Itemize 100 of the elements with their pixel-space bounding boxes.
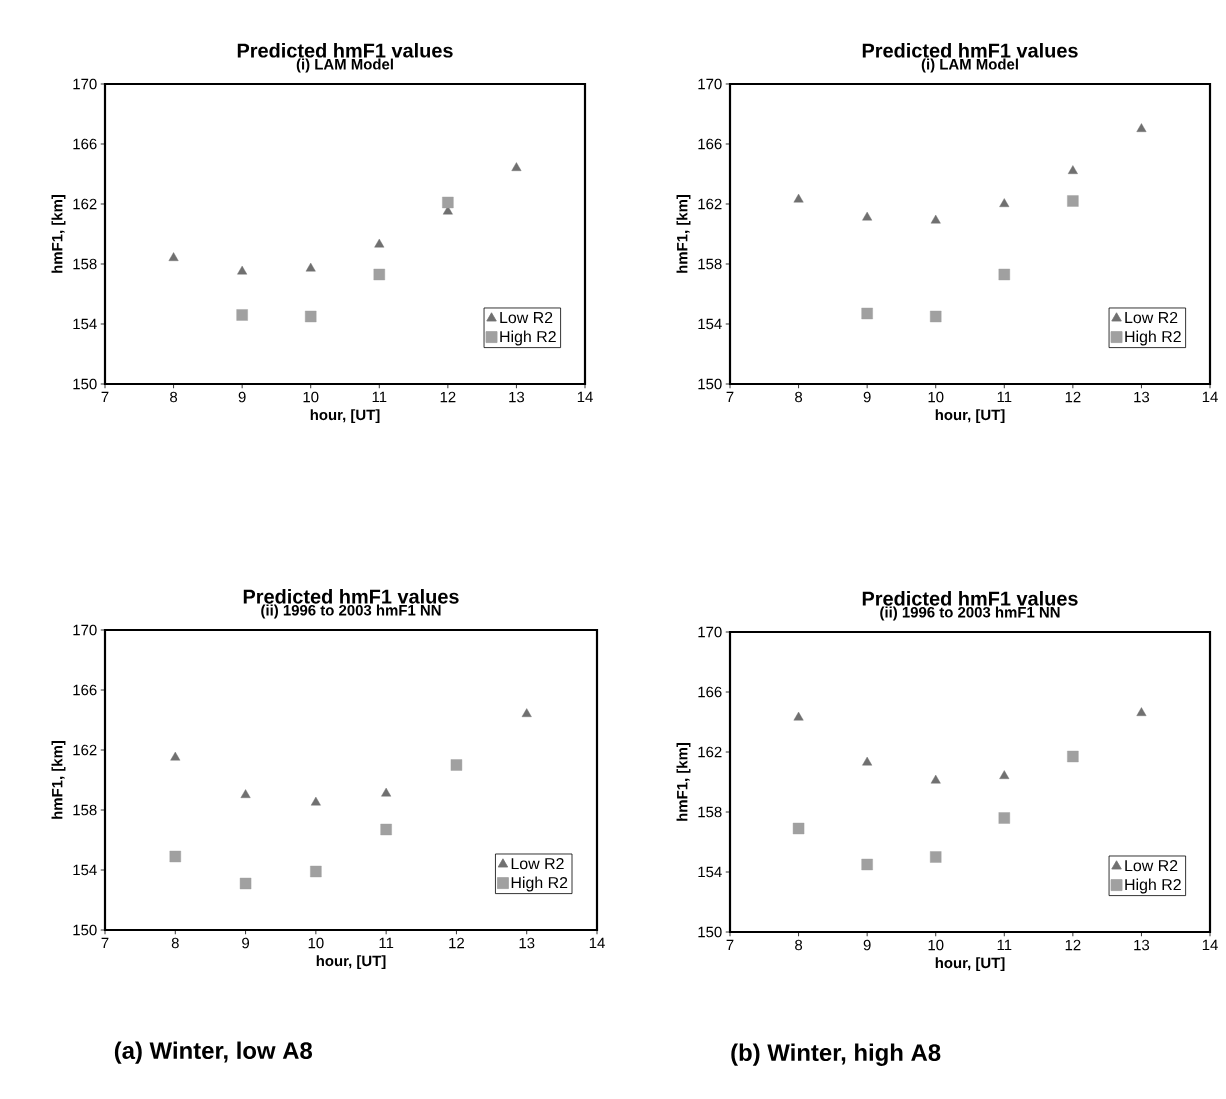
point xyxy=(237,265,248,275)
x-tick-label: 9 xyxy=(863,939,871,951)
point xyxy=(861,858,873,871)
point xyxy=(373,268,385,281)
chart-subtitle: (ii) 1996 to 2003 hmF1 NN xyxy=(880,606,1060,621)
chart-subtitle: (i) LAM Model xyxy=(921,58,1018,73)
point xyxy=(930,851,942,863)
x-tick-label: 12 xyxy=(449,937,464,949)
y-tick-label: 170 xyxy=(698,78,722,90)
y-tick-label: 166 xyxy=(698,686,722,698)
x-tick-label: 14 xyxy=(1202,391,1218,403)
point xyxy=(168,252,179,261)
x-tick-label: 7 xyxy=(726,391,734,403)
x-tick-label: 12 xyxy=(440,391,456,403)
x-tick-label: 14 xyxy=(589,937,605,949)
x-tick-label: 10 xyxy=(928,939,944,951)
point xyxy=(862,756,873,766)
point xyxy=(305,310,317,323)
y-tick-label: 150 xyxy=(698,926,722,938)
point xyxy=(521,708,532,717)
y-tick-label: 158 xyxy=(73,804,97,816)
x-tick-label: 8 xyxy=(795,391,803,403)
x-tick-label: 11 xyxy=(997,391,1012,403)
point xyxy=(236,309,248,321)
x-tick-label: 12 xyxy=(1065,391,1081,403)
x-tick-label: 9 xyxy=(238,391,246,403)
point xyxy=(1067,165,1078,174)
x-tick-label: 10 xyxy=(928,391,944,403)
x-tick-label: 8 xyxy=(170,391,178,403)
x-tick-label: 7 xyxy=(101,391,109,403)
x-tick-label: 13 xyxy=(519,937,535,949)
point xyxy=(930,310,942,323)
chart-title: Predicted hmF1 values xyxy=(862,43,1078,58)
text: (a) Winter, low A8 xyxy=(114,1041,313,1064)
y-axis-title: hmF1, [km] xyxy=(51,194,66,273)
y-tick-label: 166 xyxy=(73,138,97,150)
point xyxy=(998,812,1010,824)
chart-title: Predicted hmF1 values xyxy=(862,591,1078,606)
y-tick-label: 158 xyxy=(73,258,97,270)
x-axis-title: hour, [UT] xyxy=(935,409,1005,424)
x-tick-label: 10 xyxy=(308,937,324,949)
point xyxy=(442,196,454,209)
x-axis-title: hour, [UT] xyxy=(316,955,386,970)
x-axis-title: hour, [UT] xyxy=(935,957,1005,972)
text: (b) Winter, high A8 xyxy=(731,1043,941,1066)
point xyxy=(861,307,873,320)
point xyxy=(793,711,804,721)
point xyxy=(793,193,804,203)
x-tick-label: 11 xyxy=(372,391,387,403)
point xyxy=(1136,707,1147,716)
point xyxy=(999,770,1010,779)
chart-subtitle: (ii) 1996 to 2003 hmF1 NN xyxy=(261,604,441,619)
legend-label: Low R2 xyxy=(1125,859,1178,872)
y-tick-label: 166 xyxy=(698,138,722,150)
legend-label: High R2 xyxy=(500,330,556,346)
x-tick-label: 7 xyxy=(726,939,734,951)
y-tick-label: 158 xyxy=(698,806,722,818)
point xyxy=(310,796,321,806)
x-tick-label: 14 xyxy=(1202,939,1218,951)
y-tick-label: 162 xyxy=(73,198,97,210)
x-tick-label: 11 xyxy=(379,937,394,949)
y-tick-label: 166 xyxy=(73,684,97,696)
x-tick-label: 8 xyxy=(795,939,803,951)
point xyxy=(1136,123,1147,132)
legend-label: High R2 xyxy=(1125,878,1181,894)
y-axis-title: hmF1, [km] xyxy=(51,740,66,819)
point xyxy=(792,822,805,835)
point xyxy=(169,850,181,863)
y-tick-label: 170 xyxy=(73,78,97,90)
point xyxy=(930,214,941,224)
y-tick-label: 162 xyxy=(698,198,722,210)
point xyxy=(239,877,252,890)
x-tick-label: 10 xyxy=(303,391,319,403)
y-axis-title: hmF1, [km] xyxy=(676,742,691,821)
x-tick-label: 13 xyxy=(1134,391,1150,403)
x-tick-label: 11 xyxy=(997,939,1012,951)
y-tick-label: 158 xyxy=(698,258,722,270)
y-tick-label: 154 xyxy=(698,866,722,878)
y-tick-label: 154 xyxy=(698,318,722,330)
x-tick-label: 9 xyxy=(242,937,250,949)
y-tick-label: 154 xyxy=(73,318,97,330)
y-tick-label: 154 xyxy=(73,864,97,876)
point xyxy=(240,789,251,798)
legend-label: Low R2 xyxy=(511,857,564,870)
point xyxy=(380,823,392,836)
y-tick-label: 150 xyxy=(73,378,97,390)
point xyxy=(511,162,522,171)
point xyxy=(310,865,322,878)
legend-label: High R2 xyxy=(1125,330,1181,346)
x-axis-title: hour, [UT] xyxy=(310,409,380,424)
x-tick-label: 8 xyxy=(171,937,179,949)
point xyxy=(305,262,316,272)
legend-label: High R2 xyxy=(511,876,568,892)
point xyxy=(1067,750,1079,763)
y-tick-label: 150 xyxy=(73,924,97,936)
point xyxy=(450,759,463,771)
chart-title: Predicted hmF1 values xyxy=(237,43,453,58)
legend-label: Low R2 xyxy=(1125,311,1178,324)
point xyxy=(170,751,181,761)
x-tick-label: 9 xyxy=(863,391,871,403)
